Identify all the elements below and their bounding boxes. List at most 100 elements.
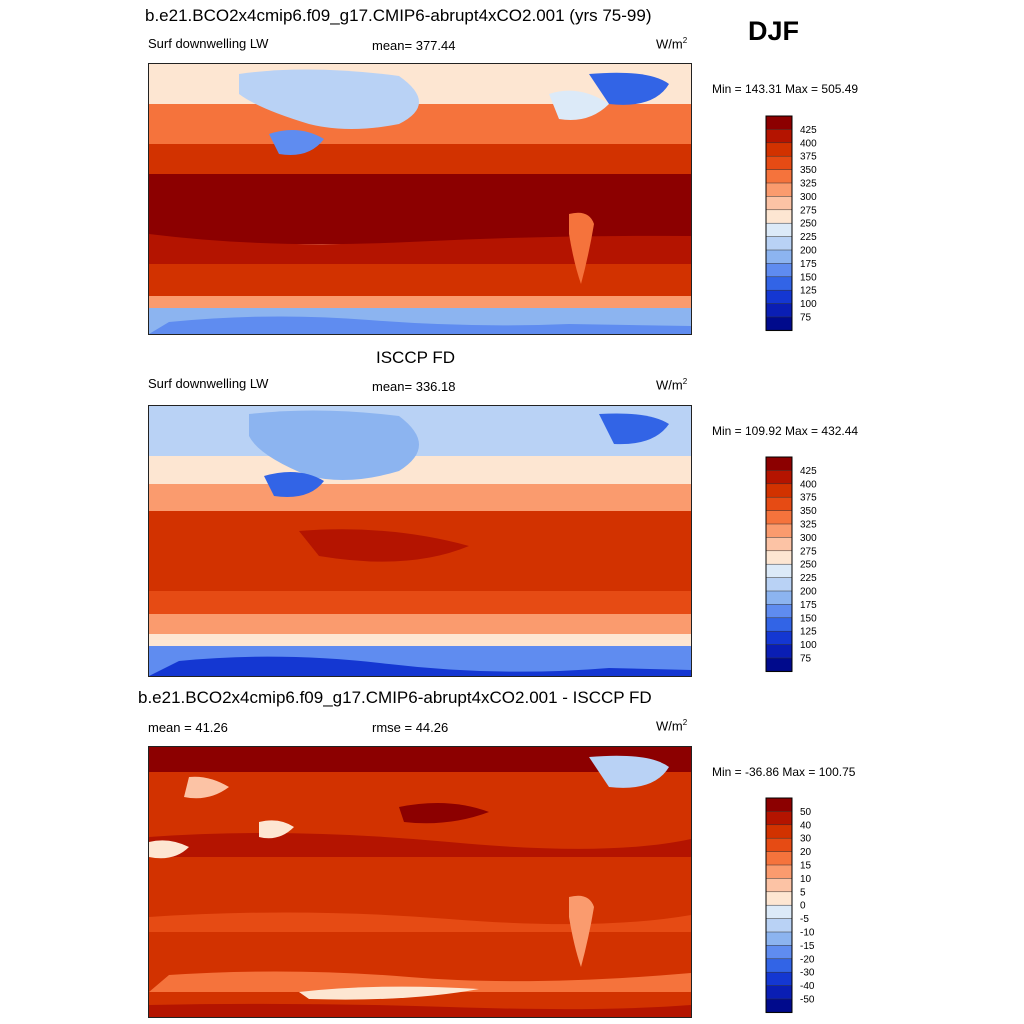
colorbar-swatch xyxy=(765,550,793,565)
panel2-title: ISCCP FD xyxy=(376,348,456,367)
panel2-map xyxy=(148,405,692,677)
colorbar-tick-label: 300 xyxy=(800,192,817,203)
tibet-cold xyxy=(269,130,324,155)
panel3-title: b.e21.BCO2x4cmip6.f09_g17.CMIP6-abrupt4x… xyxy=(138,688,652,707)
colorbar-swatch xyxy=(765,918,793,933)
colorbar-swatch xyxy=(765,604,793,619)
panel1-variable-label: Surf downwelling LW xyxy=(148,36,269,51)
colorbar-tick-label: 100 xyxy=(800,640,817,651)
colorbar-tick-label: 375 xyxy=(800,493,817,504)
antarctica-interior xyxy=(149,656,691,676)
panel2-minmax: Min = 109.92 Max = 432.44 xyxy=(712,424,859,438)
colorbar-swatch xyxy=(765,196,793,211)
colorbar-frame xyxy=(765,797,793,1013)
colorbar-tick-label: 75 xyxy=(800,654,812,665)
nh-midlat-band xyxy=(149,104,691,144)
colorbar-tick-label: 125 xyxy=(800,286,817,297)
colorbar-swatch xyxy=(765,209,793,224)
colorbar-tick-label: 250 xyxy=(800,560,817,571)
andes-cool xyxy=(569,212,594,284)
colorbar-tick-label: -15 xyxy=(800,941,815,952)
colorbar-swatch xyxy=(765,811,793,826)
colorbar-swatch xyxy=(765,931,793,947)
colorbar-swatch xyxy=(765,904,793,920)
colorbar-tick-label: 350 xyxy=(800,506,817,517)
colorbar-tick-label: 200 xyxy=(800,587,817,598)
panel2-units: W/m2 xyxy=(656,377,688,393)
colorbar-swatch xyxy=(765,537,793,552)
colorbar-swatch xyxy=(765,483,793,498)
colorbar-swatch xyxy=(765,563,793,579)
sh-subtropic-band xyxy=(149,591,691,616)
west-edge-low-bias xyxy=(149,840,189,859)
colorbar-swatch xyxy=(765,236,793,251)
colorbar-swatch xyxy=(765,129,793,144)
colorbar-swatch xyxy=(765,249,793,265)
colorbar-swatch xyxy=(765,523,793,539)
colorbar-tick-label: 225 xyxy=(800,573,817,584)
season-label: DJF xyxy=(748,16,800,46)
panel1-title: b.e21.BCO2x4cmip6.f09_g17.CMIP6-abrupt4x… xyxy=(145,6,652,25)
panel3-colorbar: 50 40 30 20 15 10 5 0 -5 -10 -15 -20 -30 -40 -50 xyxy=(765,797,856,1014)
colorbar-swatch xyxy=(765,316,793,332)
colorbar-tick-label: 325 xyxy=(800,179,817,190)
colorbar-swatch xyxy=(765,510,793,525)
colorbar-tick-label: -50 xyxy=(800,995,815,1006)
colorbar-tick-label: 325 xyxy=(800,520,817,531)
panel3-mean-label: mean = 41.26 xyxy=(148,720,228,735)
panel1-units: W/m2 xyxy=(656,36,688,52)
panel1-minmax: Min = 143.31 Max = 505.49 xyxy=(712,82,859,96)
colorbar-tick-label: 50 xyxy=(800,807,812,818)
colorbar-tick-label: 75 xyxy=(800,313,812,324)
colorbar-swatch xyxy=(765,115,793,131)
colorbar-tick-label: 15 xyxy=(800,861,812,872)
panel2-colorbar-svg: 425 400 375 350 325 300 275 250 225 200 175 150 125 1… xyxy=(765,456,817,673)
colorbar-tick-label: 10 xyxy=(800,874,812,885)
siberia-cold xyxy=(249,410,419,480)
colorbar-swatch xyxy=(765,263,793,278)
colorbar-tick-label: 100 xyxy=(800,299,817,310)
colorbar-swatch xyxy=(765,222,793,238)
greenland-cold xyxy=(599,413,669,445)
colorbar-swatch xyxy=(765,276,793,291)
panel1-map xyxy=(148,63,692,335)
colorbar-tick-label: 375 xyxy=(800,152,817,163)
colorbar-tick-label: 350 xyxy=(800,165,817,176)
panel1-mean-label: mean= 377.44 xyxy=(372,38,456,53)
colorbar-swatch xyxy=(765,878,793,893)
colorbar-swatch xyxy=(765,891,793,906)
colorbar-swatch xyxy=(765,998,793,1014)
sh-subtropic-band xyxy=(149,234,691,264)
colorbar-tick-label: 425 xyxy=(800,125,817,136)
colorbar-swatch xyxy=(765,169,793,184)
colorbar-swatch xyxy=(765,182,793,198)
colorbar-swatch xyxy=(765,985,793,1000)
colorbar-swatch xyxy=(765,470,793,485)
panel1-map-svg xyxy=(149,64,691,334)
europe-small-bias xyxy=(184,776,229,799)
sh-band xyxy=(149,912,691,932)
colorbar-tick-label: -30 xyxy=(800,968,815,979)
panel3-rmse-label: rmse = 44.26 xyxy=(372,720,449,735)
warm-pool xyxy=(299,529,469,562)
antarctic-coast-band xyxy=(299,986,479,1000)
colorbar-tick-label: -40 xyxy=(800,981,815,992)
tibet-cold xyxy=(264,472,324,497)
north-pacific-high-bias xyxy=(399,803,489,824)
panel2-variable-label: Surf downwelling LW xyxy=(148,376,269,391)
nh-tropical-band xyxy=(149,833,691,857)
colorbar-swatch xyxy=(765,657,793,673)
colorbar-tick-label: 225 xyxy=(800,232,817,243)
colorbar-swatch xyxy=(765,824,793,839)
colorbar-swatch xyxy=(765,945,793,960)
nh-midlat-band xyxy=(149,456,691,486)
tropical-band xyxy=(149,174,691,244)
colorbar-tick-label: 425 xyxy=(800,466,817,477)
southern-ocean-band xyxy=(149,634,691,648)
colorbar-swatch xyxy=(765,837,793,853)
colorbar-swatch xyxy=(765,577,793,592)
colorbar-tick-label: 40 xyxy=(800,820,812,831)
colorbar-swatch xyxy=(765,864,793,880)
colorbar-tick-label: 150 xyxy=(800,613,817,624)
